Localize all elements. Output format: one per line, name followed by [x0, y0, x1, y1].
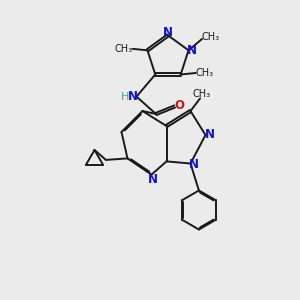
Text: CH₃: CH₃	[196, 68, 214, 78]
Text: CH₃: CH₃	[193, 88, 211, 99]
Text: CH₃: CH₃	[114, 44, 133, 54]
Text: N: N	[163, 26, 173, 39]
Text: N: N	[205, 128, 215, 142]
Text: CH₃: CH₃	[202, 32, 220, 42]
Text: H: H	[121, 92, 129, 102]
Text: N: N	[187, 44, 196, 57]
Text: N: N	[148, 172, 158, 186]
Text: N: N	[128, 90, 138, 103]
Text: N: N	[188, 158, 199, 172]
Text: O: O	[175, 99, 185, 112]
